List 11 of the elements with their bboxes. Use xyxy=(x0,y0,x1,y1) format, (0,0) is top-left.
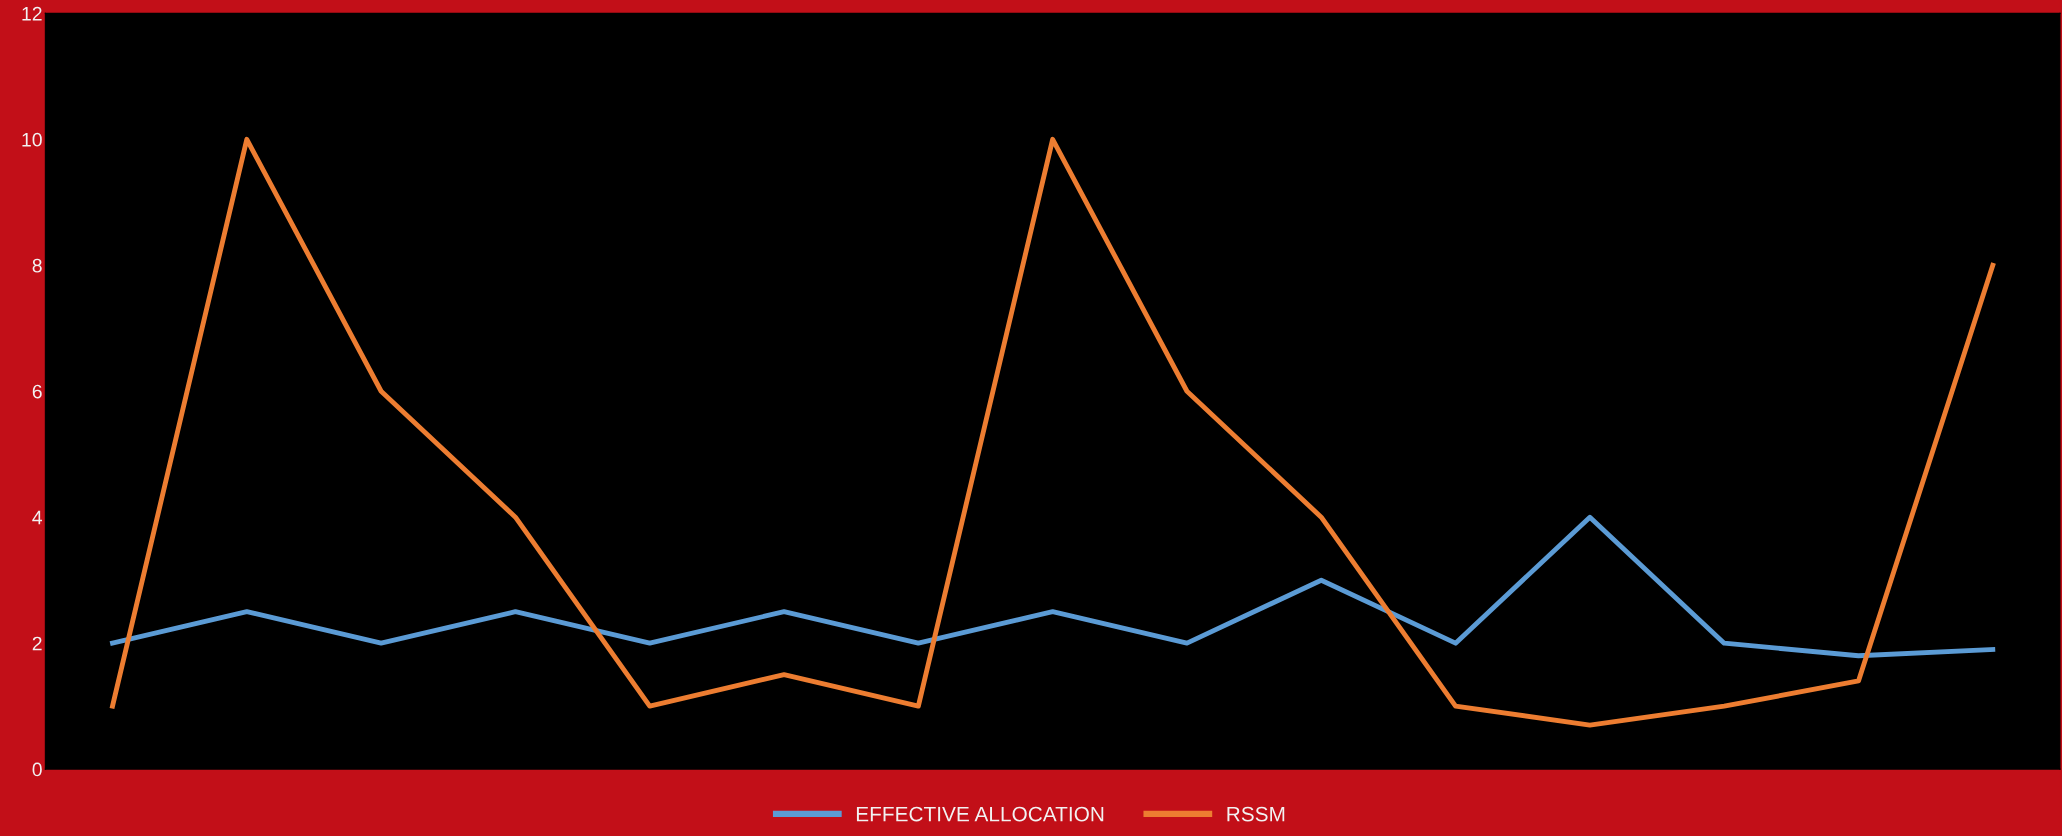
line-series xyxy=(110,136,1996,728)
y-tick-label: 10 xyxy=(22,132,42,147)
y-tick-label: 4 xyxy=(32,510,43,525)
legend-label: RSSM xyxy=(1227,806,1285,822)
y-tick-label: 12 xyxy=(22,6,42,21)
y-tick-label: 2 xyxy=(32,636,42,651)
y-tick-label: 0 xyxy=(32,762,42,777)
legend-label: EFFECTIVE ALLOCATION xyxy=(856,806,1104,822)
y-tick-label: 8 xyxy=(32,258,42,273)
line-series xyxy=(110,514,1996,659)
y-tick-label: 6 xyxy=(32,384,42,399)
